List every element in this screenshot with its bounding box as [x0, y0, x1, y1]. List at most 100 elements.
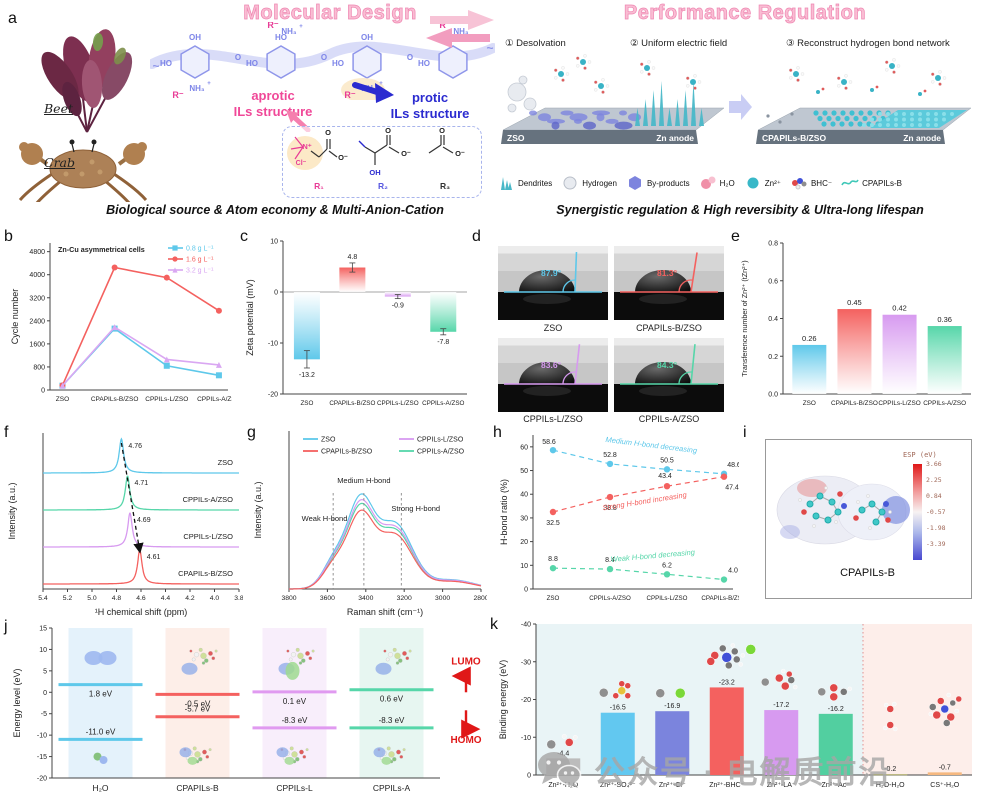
svg-text:R⁻: R⁻ [439, 22, 450, 30]
svg-text:4.71: 4.71 [135, 480, 149, 487]
svg-text:0.6: 0.6 [768, 278, 778, 285]
svg-text:0.8 g L⁻¹: 0.8 g L⁻¹ [186, 246, 214, 253]
svg-text:-10: -10 [521, 735, 531, 742]
zn-cu-cycle-number-chart: 0 800 1600 2400 3200 4000 4800 ZSO CPAPILs-B/ZSO… [6, 231, 232, 424]
svg-text:0: 0 [43, 690, 47, 697]
panel-a-label: a [8, 10, 17, 27]
svg-text:CPPILs-L: CPPILs-L [276, 783, 313, 793]
svg-text:52.8: 52.8 [603, 452, 617, 459]
svg-text:-8.3 eV: -8.3 eV [282, 716, 308, 725]
bhc-anion-icon [791, 178, 807, 190]
svg-text:10: 10 [270, 239, 278, 246]
contact-angle-overlay: 81.3° [620, 252, 718, 304]
svg-text:84.3°: 84.3° [657, 360, 678, 370]
dendrites-icon [501, 177, 512, 190]
svg-text:Binding energy (eV): Binding energy (eV) [498, 660, 508, 740]
panel-g-label: g [247, 424, 256, 441]
svg-text:Weak H-bond: Weak H-bond [302, 514, 348, 523]
svg-text:Medium H-bond decreasing: Medium H-bond decreasing [605, 435, 698, 455]
nmr-chemical-shift-chart: 5.4 5.2 5.0 4.8 4.6 4.4 4.2 4.0 3.8 ¹H chemical s… [5, 427, 243, 617]
svg-text:3200: 3200 [29, 295, 45, 302]
svg-text:Zn anode: Zn anode [656, 133, 694, 143]
svg-text:800: 800 [33, 364, 45, 371]
contact-angle-cpapils-b-zso: 81.3° [614, 246, 724, 320]
svg-text:Zn anode: Zn anode [903, 133, 941, 143]
svg-text:CPAPILs-B/ZSO: CPAPILs-B/ZSO [91, 396, 139, 403]
svg-text:0.6 eV: 0.6 eV [380, 695, 404, 704]
svg-text:3800: 3800 [281, 595, 296, 602]
svg-text:32.5: 32.5 [546, 520, 560, 527]
svg-text:Weak H-bond decreasing: Weak H-bond decreasing [610, 547, 696, 563]
legend-label: By-products [646, 178, 690, 188]
svg-text:8.8: 8.8 [548, 556, 558, 563]
contact-angle-caption: ZSO [543, 323, 563, 333]
svg-text:4.8: 4.8 [112, 595, 122, 602]
svg-text:O: O [385, 127, 391, 135]
svg-text:83.6°: 83.6° [541, 360, 562, 370]
step-reconstruct-h-bond: ③ Reconstruct hydrogen bond network [786, 38, 950, 49]
svg-text:10: 10 [520, 563, 528, 570]
svg-text:-20: -20 [37, 776, 47, 783]
watermark-text: 公众号 · 电解质前沿 [594, 755, 892, 790]
svg-text:-0.2: -0.2 [884, 766, 896, 773]
svg-text:0.8: 0.8 [768, 241, 778, 248]
svg-text:CPAPILs-B/ZSO: CPAPILs-B/ZSO [178, 569, 233, 578]
esp-colorbar-title: ESP (eV) [903, 451, 937, 459]
protic-line1: protic [411, 90, 449, 105]
chitosan-chain-structure: OOHHONH₃+R⁻OHOHONH₃+R⁻OOHHONH₃+R⁻HOHONH₃… [150, 22, 495, 100]
contact-angle-caption: CPAPILs-B/ZSO [636, 323, 702, 333]
svg-text:40: 40 [520, 492, 528, 499]
svg-text:0.42: 0.42 [892, 304, 907, 313]
contact-angle-caption: CPPILs-A/ZSO [638, 414, 700, 424]
svg-text:N⁺: N⁺ [302, 142, 311, 151]
svg-text:5: 5 [43, 668, 47, 675]
svg-text:O: O [407, 53, 413, 62]
svg-text:-5: -5 [41, 711, 47, 718]
svg-text:0: 0 [527, 773, 531, 780]
contact-angle-overlay: 84.3° [620, 344, 718, 396]
svg-text:ZSO: ZSO [56, 396, 69, 403]
svg-text:2400: 2400 [29, 318, 45, 325]
svg-text:-16.2: -16.2 [828, 706, 844, 713]
legend-item: BHC⁻ [790, 174, 832, 192]
svg-text:1.6 g L⁻¹: 1.6 g L⁻¹ [186, 257, 214, 264]
svg-text:CPPILs-A/ZSO: CPPILs-A/ZSO [589, 595, 631, 602]
beet-crab-illustration [2, 14, 164, 202]
svg-text:HO: HO [246, 59, 258, 68]
legend-label: Hydrogen [582, 178, 617, 188]
aprotic-line1: aprotic [251, 88, 295, 103]
esp-tick: 0.84 [926, 492, 942, 500]
panel-f-label: f [4, 424, 9, 441]
svg-text:4.76: 4.76 [128, 443, 142, 450]
svg-text:Intensity (a.u.): Intensity (a.u.) [253, 481, 263, 538]
svg-text:HO: HO [332, 59, 344, 68]
svg-text:Zeta potential (mV): Zeta potential (mV) [245, 279, 255, 356]
svg-text:Zn-Cu asymmetrical cells: Zn-Cu asymmetrical cells [58, 245, 145, 254]
water-icon [700, 176, 716, 189]
protic-arrow-icon [352, 78, 394, 104]
panel-c-label: c [240, 228, 248, 245]
svg-text:ZSO: ZSO [547, 595, 560, 602]
svg-text:OH: OH [369, 168, 380, 177]
panel-h-label: h [493, 424, 502, 441]
svg-text:O: O [235, 53, 241, 62]
svg-text:Zn²⁺-SO₄²⁻: Zn²⁺-SO₄²⁻ [600, 782, 636, 789]
svg-text:-4.4: -4.4 [557, 750, 569, 757]
svg-text:Zn²⁺-Ac⁻: Zn²⁺-Ac⁻ [822, 782, 851, 789]
transference-number-chart: 0.0 0.2 0.4 0.6 0.8 0.26 0.45 0.42 0.36 ZSO CPAPIL… [737, 231, 977, 424]
svg-text:CS⁺-H₂O: CS⁺-H₂O [930, 782, 960, 789]
svg-text:60: 60 [520, 444, 528, 451]
svg-text:+: + [207, 81, 211, 87]
svg-text:4.69: 4.69 [137, 517, 151, 524]
legend-label: CPAPILs-B [862, 178, 902, 188]
legend-item: CPAPILs-B [841, 174, 902, 192]
svg-text:CPAPILs-B/ZSO: CPAPILs-B/ZSO [701, 595, 739, 602]
svg-text:CPPILs-A/ZSO: CPPILs-A/ZSO [422, 400, 464, 407]
svg-text:5.2: 5.2 [63, 595, 73, 602]
svg-text:4.8: 4.8 [348, 254, 358, 261]
svg-text:CPAPILs-B: CPAPILs-B [176, 783, 219, 793]
svg-text:3200: 3200 [397, 595, 412, 602]
esp-colorbar [913, 464, 922, 560]
svg-text:Cl⁻: Cl⁻ [296, 160, 307, 167]
esp-molecule-surface [770, 452, 910, 562]
